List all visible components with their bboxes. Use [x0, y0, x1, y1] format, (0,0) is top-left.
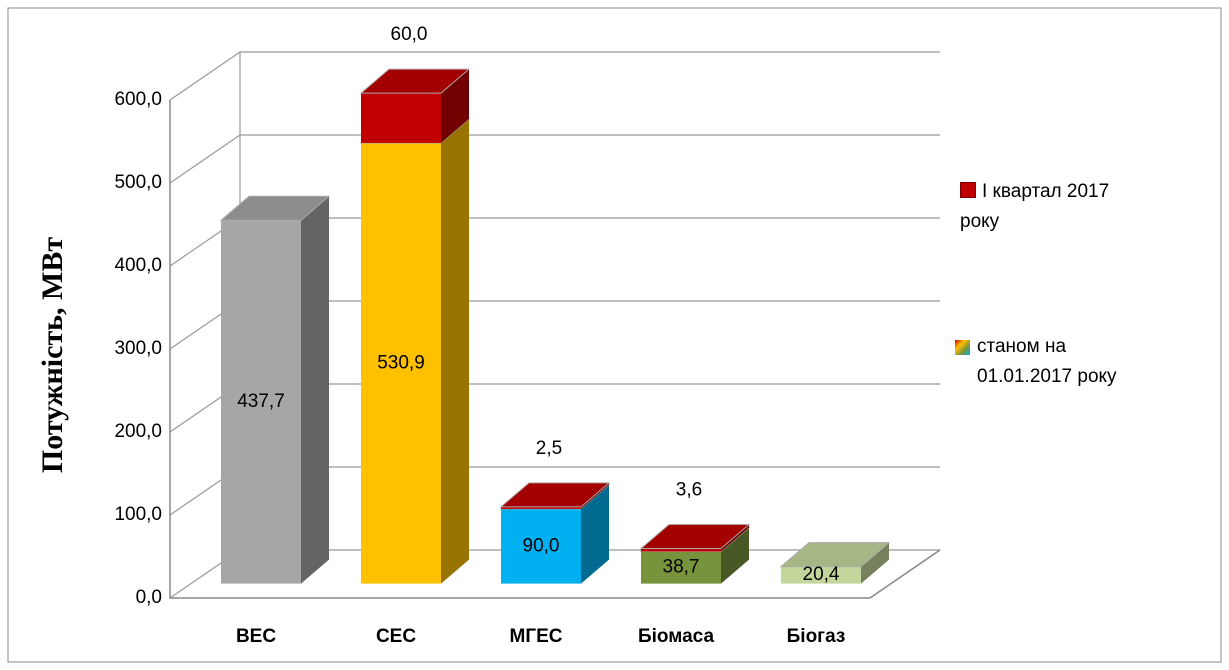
bar-front	[501, 506, 581, 509]
y-tick-label: 300,0	[114, 338, 162, 359]
legend-label: І квартал 2017 року	[960, 181, 1110, 232]
bar-side	[581, 484, 609, 584]
x-tick-label: МГЕС	[510, 626, 563, 647]
bar-side	[721, 527, 749, 584]
x-tick-label: Біомаса	[638, 626, 714, 647]
x-tick-label: СЕС	[376, 626, 416, 647]
bar-front	[361, 93, 441, 143]
bar-top	[639, 523, 751, 549]
legend-swatch	[960, 182, 976, 198]
value-label: 20,4	[803, 564, 840, 585]
value-label: 38,7	[663, 557, 700, 578]
bar-front	[361, 142, 441, 584]
bar-front	[641, 548, 721, 552]
y-tick-label: 100,0	[114, 504, 162, 525]
x-tick-label: Біогаз	[787, 626, 846, 647]
bar-front	[641, 551, 721, 584]
bar-top	[499, 482, 611, 508]
bar-side	[301, 196, 329, 584]
bar-side	[721, 524, 749, 552]
value-label: 2,5	[536, 438, 562, 459]
bar-front	[501, 508, 581, 584]
bar-front	[221, 220, 301, 584]
bar-top	[359, 68, 471, 94]
legend-label: станом на 01.01.2017 року	[977, 336, 1117, 387]
y-tick-label: 500,0	[114, 172, 162, 193]
frame	[7, 7, 1222, 663]
axis-line	[169, 100, 941, 599]
value-label: 437,7	[237, 391, 285, 412]
y-tick-label: 0,0	[136, 587, 162, 608]
legend-item: І квартал 2017 року	[960, 177, 1150, 237]
legend-item: станом на 01.01.2017 року	[955, 332, 1155, 392]
value-label: 60,0	[391, 24, 428, 45]
bar-top	[219, 195, 331, 221]
bar-side	[861, 542, 889, 584]
y-tick-label: 600,0	[114, 89, 162, 110]
value-label: 90,0	[523, 535, 560, 556]
y-tick-label: 200,0	[114, 421, 162, 442]
bar-side	[441, 118, 469, 584]
x-tick-label: ВЕС	[236, 626, 276, 647]
y-tick-label: 400,0	[114, 255, 162, 276]
bar-front	[781, 566, 861, 584]
value-label: 530,9	[377, 352, 425, 373]
legend-swatch	[955, 340, 970, 355]
y-axis-title: Потужність, МВт	[36, 237, 69, 473]
value-label: 3,6	[676, 480, 702, 501]
bar-top	[779, 542, 891, 568]
